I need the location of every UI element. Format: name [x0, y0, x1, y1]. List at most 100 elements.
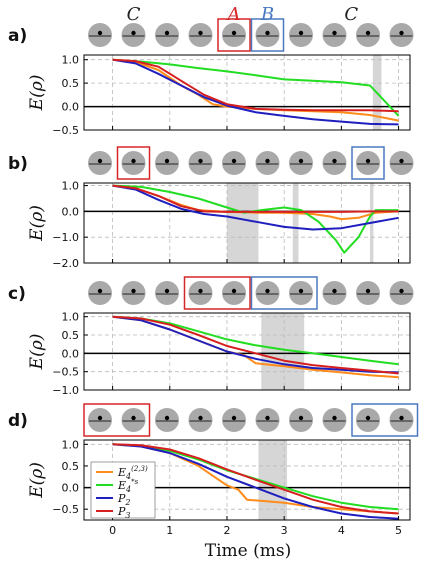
plot-frame	[83, 312, 411, 391]
y-tick-label: 0.0	[62, 482, 80, 495]
spin-icon	[356, 151, 380, 175]
highlight-box	[183, 276, 251, 310]
spin-icon	[188, 23, 213, 47]
spin-icon	[88, 23, 112, 47]
legend-entry-2: P2	[117, 492, 131, 507]
highlight-box	[217, 18, 251, 52]
highlight-box	[351, 146, 385, 180]
spin-icon	[356, 23, 380, 47]
spin-icon	[255, 281, 280, 305]
spin-icon	[222, 408, 246, 432]
spin-icon	[289, 281, 313, 305]
spin-icon	[188, 408, 213, 432]
y-tick-label: 0.5	[62, 329, 80, 342]
panel-letter: b)	[8, 154, 28, 174]
x-tick-label: 3	[281, 524, 288, 537]
legend-entry-0: E4(2,3)	[117, 465, 148, 481]
highlight-box	[116, 146, 151, 180]
highlight-box	[351, 403, 419, 437]
spin-icon	[155, 23, 179, 47]
series-line-1	[112, 58, 400, 117]
y-tick-label: 0.5	[62, 460, 80, 473]
spin-icon	[255, 408, 280, 432]
highlight-box	[250, 18, 285, 52]
top-label-3: C	[344, 4, 358, 25]
spin-icon	[356, 408, 380, 432]
panels: a) −0.5 0.0 0.5 1.0 E(ρ) b) −2.0 −1.0 0.0 1.0 E(ρ) c…	[8, 18, 419, 537]
panel-1: b) −2.0 −1.0 0.0 1.0 E(ρ)	[8, 146, 414, 270]
y-tick-label: −1.0	[52, 231, 79, 244]
panel-letter: c)	[8, 284, 26, 304]
panel-0: a) −0.5 0.0 0.5 1.0 E(ρ)	[8, 18, 414, 137]
x-tick-label: 2	[223, 524, 230, 537]
spin-icon	[188, 151, 213, 175]
y-tick-label: −2.0	[52, 257, 79, 270]
series-line-3	[112, 443, 399, 515]
y-axis-label: E(ρ)	[27, 205, 47, 242]
y-axis-label: E(ρ)	[27, 75, 47, 112]
top-label-0: C	[127, 4, 141, 25]
y-tick-label: 1.0	[62, 438, 80, 451]
highlight-box	[250, 276, 318, 310]
spin-icon	[121, 151, 146, 175]
spin-icon	[121, 23, 146, 47]
spin-icon	[289, 151, 313, 175]
y-tick-label: −0.5	[52, 124, 79, 137]
y-tick-label: −0.5	[52, 503, 79, 516]
y-tick-label: 1.0	[62, 54, 80, 67]
spin-icon	[188, 281, 213, 305]
top-label-1: A	[226, 4, 241, 25]
y-tick-label: −0.5	[52, 366, 79, 379]
series-line-3	[112, 315, 399, 375]
shaded-region	[226, 183, 259, 263]
legend-entry-3: P3	[117, 505, 131, 520]
x-tick-label: 0	[109, 524, 116, 537]
spin-icon	[389, 23, 414, 47]
spin-icon	[255, 23, 280, 47]
shaded-region	[292, 183, 299, 263]
spin-icon	[322, 23, 347, 47]
y-tick-label: 1.0	[62, 180, 80, 193]
spin-icon	[155, 151, 179, 175]
x-tick-label: 5	[395, 524, 402, 537]
series-line-1	[112, 315, 399, 366]
series-line-2	[112, 443, 399, 520]
plot-frame	[83, 439, 411, 521]
spin-icon	[289, 408, 313, 432]
spin-icon	[222, 151, 246, 175]
top-label-2: B	[260, 4, 274, 25]
x-axis-label: Time (ms)	[205, 541, 291, 561]
spin-icon	[155, 281, 179, 305]
series-line-3	[112, 184, 399, 213]
y-tick-label: 0.0	[62, 101, 80, 114]
panel-2: c) −1.0 −0.5 0.0 0.5 1.0 E(ρ)	[8, 276, 414, 397]
spin-icon	[322, 281, 347, 305]
shaded-region	[258, 440, 288, 520]
y-tick-label: 0.0	[62, 205, 80, 218]
legend-entry-1: E4*s	[117, 478, 139, 494]
spin-icon	[289, 23, 313, 47]
series-line-3	[112, 58, 399, 113]
spin-icon	[88, 281, 112, 305]
plot-frame	[83, 182, 411, 264]
spin-icon	[222, 281, 246, 305]
spin-icon	[389, 281, 414, 305]
spin-icon	[322, 408, 347, 432]
y-tick-label: 1.0	[62, 311, 80, 324]
spin-icon	[322, 151, 347, 175]
x-tick-label: 1	[166, 524, 173, 537]
y-tick-label: −1.0	[52, 384, 79, 397]
spin-icon	[121, 408, 146, 432]
panel-letter: a)	[8, 26, 27, 46]
spin-icon	[255, 151, 280, 175]
y-axis-label: E(ρ)	[27, 334, 47, 371]
series-line-1	[112, 184, 399, 254]
series-line-2	[112, 184, 399, 231]
series-line-2	[112, 58, 399, 126]
spin-icon	[88, 151, 112, 175]
spin-icon	[356, 281, 380, 305]
spin-icon	[389, 408, 414, 432]
